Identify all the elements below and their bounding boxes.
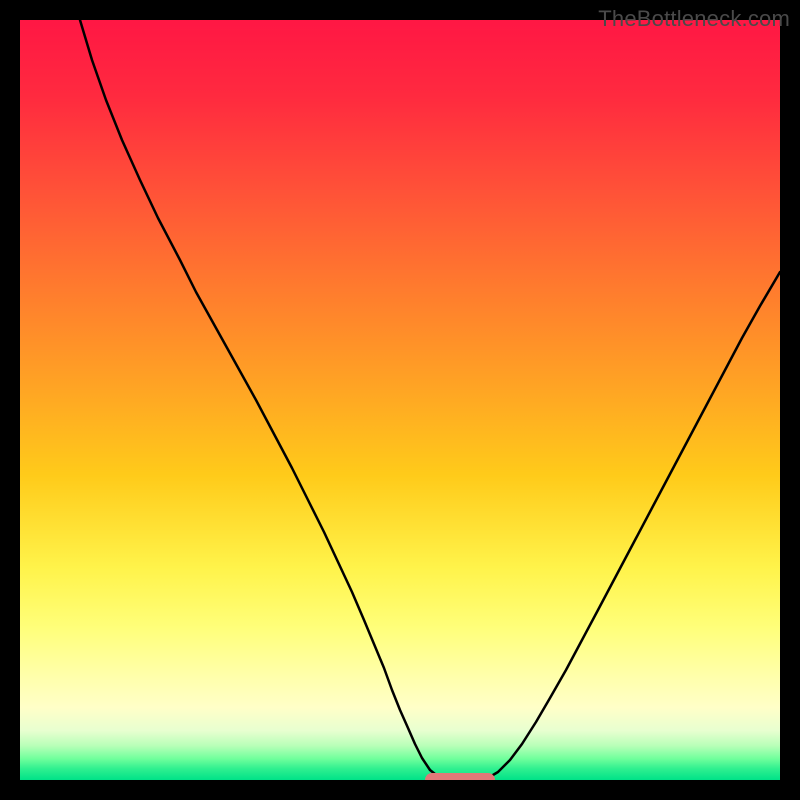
gradient-background	[20, 20, 780, 780]
plot-area	[20, 20, 780, 780]
min-marker	[425, 773, 495, 780]
watermark-text: TheBottleneck.com	[598, 6, 790, 32]
